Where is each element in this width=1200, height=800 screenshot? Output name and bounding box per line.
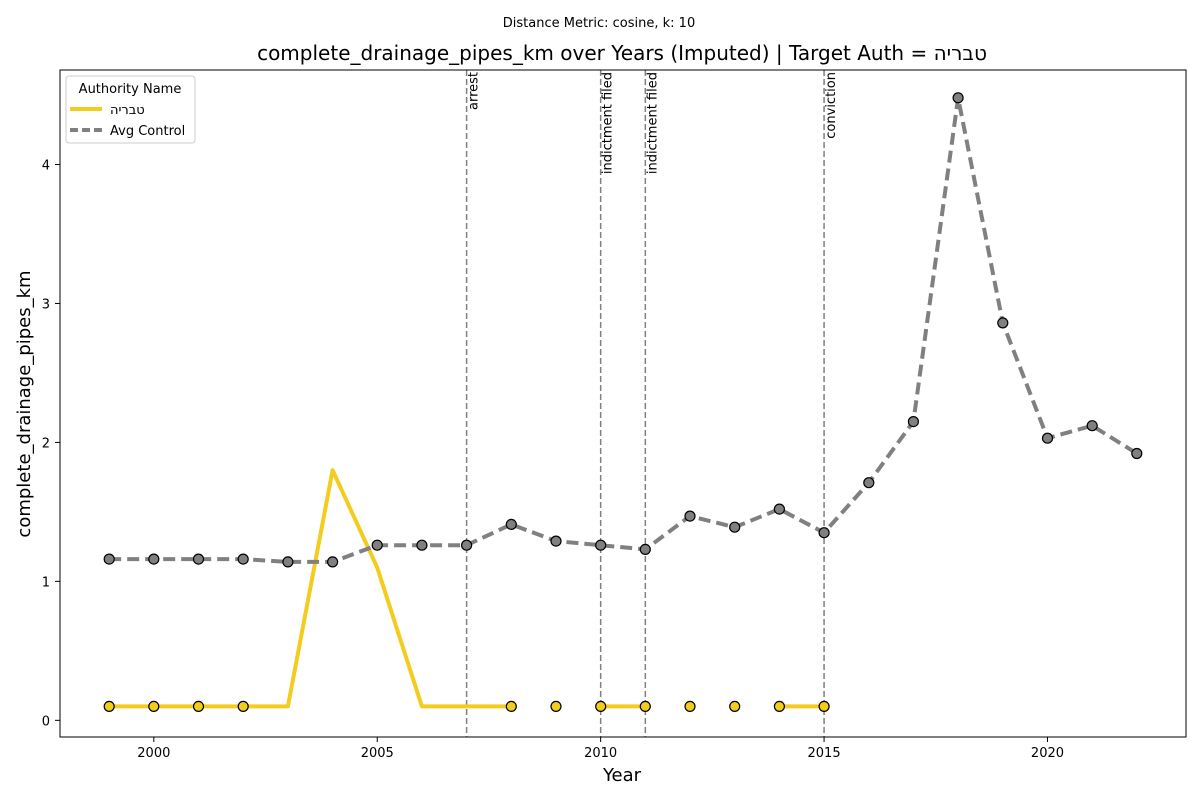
series-point-0 bbox=[505, 700, 517, 713]
event-label: indictment filed bbox=[645, 72, 660, 174]
chart-title: complete_drainage_pipes_km over Years (I… bbox=[257, 41, 987, 65]
series-point-0 bbox=[148, 700, 160, 713]
series-point-1 bbox=[907, 416, 920, 428]
series-point-1 bbox=[773, 503, 786, 515]
x-tick-label: 2015 bbox=[808, 746, 841, 761]
series-point-1 bbox=[550, 535, 562, 547]
series-point-1 bbox=[148, 553, 160, 565]
event-markers: arrest indictment filed indictment filed co… bbox=[465, 70, 839, 737]
series-point-0 bbox=[818, 700, 830, 713]
series-point-0 bbox=[237, 700, 249, 713]
plot-frame bbox=[59, 69, 1187, 738]
series-point-0 bbox=[192, 700, 205, 713]
x-axis: 2000 2005 2010 2015 2020 bbox=[137, 737, 1064, 761]
x-tick-label: 2010 bbox=[584, 746, 617, 761]
series-point-1 bbox=[952, 92, 964, 104]
legend-label-control: Avg Control bbox=[110, 124, 185, 139]
series-point-1 bbox=[997, 317, 1009, 329]
series-point-0 bbox=[684, 700, 696, 713]
x-axis-label: Year bbox=[602, 765, 642, 786]
event-label: indictment filed bbox=[601, 72, 616, 174]
series-point-0 bbox=[729, 700, 741, 713]
series-point-1 bbox=[639, 543, 651, 556]
y-tick-label: 3 bbox=[42, 297, 50, 312]
series-line-0 bbox=[109, 468, 512, 709]
y-tick-label: 1 bbox=[42, 575, 50, 590]
series-point-0 bbox=[103, 700, 115, 713]
series-point-1 bbox=[192, 553, 205, 565]
y-tick-label: 0 bbox=[42, 714, 50, 729]
y-axis: 0 1 2 3 4 bbox=[42, 158, 60, 729]
legend-title: Authority Name bbox=[79, 82, 182, 97]
y-tick-label: 2 bbox=[42, 436, 50, 451]
x-tick-label: 2005 bbox=[361, 746, 394, 761]
x-tick-label: 2020 bbox=[1031, 746, 1064, 761]
series-layer bbox=[103, 92, 1143, 713]
series-point-1 bbox=[863, 477, 875, 489]
series-point-1 bbox=[729, 521, 741, 533]
chart-suptitle: Distance Metric: cosine, k: 10 bbox=[503, 16, 695, 31]
series-point-1 bbox=[371, 539, 383, 551]
series-point-1 bbox=[416, 539, 428, 551]
series-point-0 bbox=[639, 700, 651, 713]
legend: Authority Name טבריה Avg Control bbox=[65, 75, 196, 144]
series-point-1 bbox=[461, 539, 473, 551]
series-point-1 bbox=[1131, 447, 1143, 460]
x-tick-label: 2000 bbox=[137, 746, 170, 761]
event-label: conviction bbox=[824, 72, 839, 139]
series-line-1 bbox=[109, 95, 1138, 564]
y-axis-label: complete_drainage_pipes_km bbox=[14, 270, 35, 537]
series-point-1 bbox=[1041, 432, 1054, 444]
series-point-0 bbox=[595, 700, 607, 713]
series-point-1 bbox=[237, 553, 249, 565]
series-point-1 bbox=[327, 556, 339, 568]
legend-box bbox=[65, 75, 196, 144]
series-point-0 bbox=[550, 700, 562, 713]
series-point-1 bbox=[282, 556, 294, 568]
series-point-1 bbox=[595, 539, 607, 551]
series-point-1 bbox=[684, 510, 696, 522]
series-point-0 bbox=[773, 700, 786, 713]
series-point-1 bbox=[818, 527, 830, 539]
series-point-1 bbox=[1086, 420, 1098, 432]
y-tick-label: 4 bbox=[42, 158, 50, 173]
event-label: arrest bbox=[467, 72, 482, 110]
legend-label-target: טבריה bbox=[110, 103, 145, 118]
series-point-1 bbox=[505, 518, 517, 531]
series-point-1 bbox=[103, 553, 115, 565]
